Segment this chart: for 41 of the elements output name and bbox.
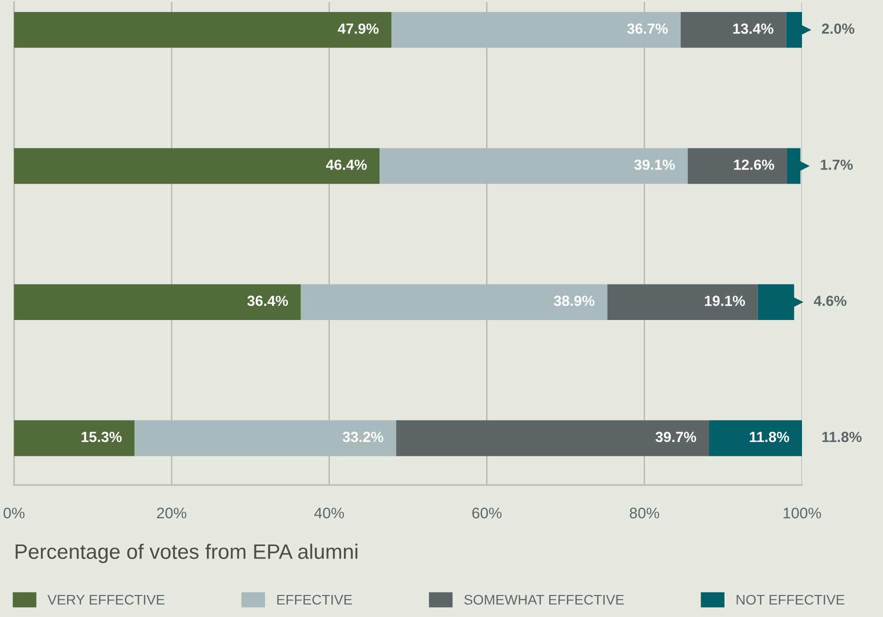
bar — [688, 148, 788, 184]
x-tick-label: 80% — [630, 508, 660, 518]
bar — [391, 12, 681, 48]
data-label: 38.9% — [554, 296, 594, 306]
data-label: 36.7% — [627, 23, 668, 34]
data-label: 11.8% — [750, 432, 790, 442]
legend-label: EFFECTIVE — [277, 594, 352, 605]
legend-label: VERY EFFECTIVE — [48, 594, 164, 605]
x-tick-label: 100% — [784, 508, 821, 518]
x-tick-label: 40% — [314, 508, 344, 518]
data-label: 4.6% — [814, 296, 846, 306]
bar — [14, 284, 301, 320]
data-label: 39.1% — [634, 160, 675, 170]
data-label: 15.3% — [82, 432, 122, 442]
x-axis-title: Percentage of votes from EPA alumni — [16, 544, 358, 564]
x-tick-label: 20% — [157, 508, 186, 518]
x-tick-label: 0% — [4, 508, 24, 518]
legend-label: NOT EFFECTIVE — [736, 594, 844, 605]
data-label: 2.0% — [822, 23, 854, 34]
data-label: 33.2% — [342, 432, 384, 442]
text: 11.8% — [822, 432, 862, 442]
bar — [709, 420, 802, 456]
bar — [14, 420, 135, 456]
data-label: 12.6% — [734, 160, 774, 170]
bar — [680, 12, 786, 48]
data-label: 39.7% — [656, 432, 696, 442]
bar — [134, 420, 396, 456]
data-label: 1.7% — [820, 160, 853, 170]
bar — [14, 12, 392, 48]
bar — [14, 148, 380, 184]
bar — [380, 148, 688, 184]
bar — [607, 284, 758, 320]
data-label: 36.4% — [247, 296, 288, 306]
x-tick-label: 60% — [472, 508, 502, 518]
data-label: 13.4% — [733, 23, 774, 34]
legend-label: SOMEWHAT EFFECTIVE — [464, 594, 624, 605]
data-label: 46.4% — [326, 160, 367, 170]
data-label: 47.9% — [338, 23, 379, 34]
bar — [300, 284, 608, 320]
data-label: 19.1% — [704, 296, 745, 306]
bar — [396, 420, 710, 456]
